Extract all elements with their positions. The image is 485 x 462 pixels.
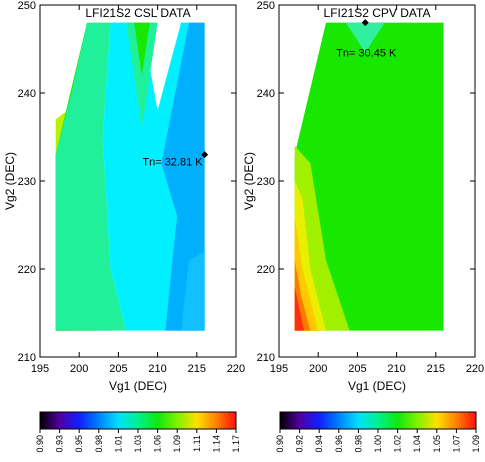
x-tick-label: 215	[427, 363, 445, 375]
colorbar-tick-label: 0.96	[334, 435, 344, 453]
y-axis-title: Vg2 (DEC)	[3, 152, 17, 210]
y-tick-label: 250	[18, 0, 36, 12]
contour-band-8	[134, 22, 150, 76]
colorbar-tick-label: 0.90	[275, 435, 285, 453]
y-axis-title: Vg2 (DEC)	[242, 152, 256, 210]
x-tick-label: 195	[270, 363, 288, 375]
colorbar-tick-label: 1.09	[471, 435, 481, 453]
colorbar-tick-label: 0.98	[353, 435, 363, 453]
plot-title: LFI21S2 CSL DATA	[85, 6, 190, 20]
colorbar-tick-label: 1.11	[192, 435, 202, 452]
contour-band-9	[161, 22, 205, 331]
y-tick-label: 230	[257, 176, 275, 188]
x-tick-label: 215	[188, 363, 206, 375]
colorbar-tick-label: 1.14	[211, 435, 221, 453]
tn-label: Tn= 30.45 K	[336, 48, 397, 60]
x-tick-label: 195	[31, 363, 49, 375]
minimum-marker	[361, 19, 369, 27]
x-tick-label: 205	[109, 363, 127, 375]
colorbar-ticks: 0.90 0.93 0.95 0.98 1.01 1.03 1.06 1.09 1.11 1.14…	[35, 429, 241, 453]
colorbar-tick-label: 1.07	[451, 435, 461, 453]
csl-colorbar: 0.90 0.93 0.95 0.98 1.01 1.03 1.06 1.09 1.11 1.14…	[35, 411, 241, 453]
colorbar-tick-label: 1.17	[231, 435, 241, 453]
cpv-contour-panel: LFI21S2 CPV DATA 195 200 205 210 215 220 210 22…	[242, 0, 484, 393]
y-tick-label: 220	[257, 264, 275, 276]
axis-ticks: 195 200 205 210 215 220 210 220 230 240 250	[18, 0, 246, 375]
tn-label: Tn= 32.81 K	[142, 157, 203, 169]
colorbar-tick-label: 1.04	[412, 435, 422, 453]
colorbar-tick-label: 1.09	[172, 435, 182, 453]
colorbar-gradient	[39, 411, 237, 430]
y-tick-label: 230	[18, 176, 36, 188]
contour-bands	[294, 22, 444, 331]
colorbar-tick-label: 1.00	[373, 435, 383, 453]
contour-band-6	[345, 22, 385, 54]
plot-title: LFI21S2 CPV DATA	[324, 6, 431, 20]
y-tick-label: 250	[257, 0, 275, 12]
tn-annotation: Tn= 30.45 K	[336, 19, 397, 60]
colorbar-tick-label: 0.95	[74, 435, 84, 453]
contour-bands	[55, 22, 205, 331]
y-tick-label: 210	[18, 352, 36, 364]
cpv-colorbar: 0.90 0.92 0.94 0.96 0.98 1.00 1.02 1.04 1.05 1.07…	[275, 411, 481, 453]
y-tick-label: 210	[257, 352, 275, 364]
tn-annotation: Tn= 32.81 K	[142, 151, 209, 169]
colorbar-tick-label: 1.06	[153, 435, 163, 453]
colorbar-tick-label: 1.05	[432, 435, 442, 453]
x-tick-label: 200	[309, 363, 327, 375]
x-axis-title: Vg1 (DEC)	[109, 379, 167, 393]
y-tick-label: 240	[18, 88, 36, 100]
colorbar-gradient	[279, 411, 477, 430]
contour-band-0	[294, 22, 444, 331]
x-axis-title: Vg1 (DEC)	[348, 379, 406, 393]
minimum-marker	[201, 151, 209, 159]
x-tick-label: 205	[348, 363, 366, 375]
colorbar-tick-label: 0.94	[314, 435, 324, 453]
x-tick-label: 210	[148, 363, 166, 375]
y-tick-label: 220	[18, 264, 36, 276]
axis-ticks: 195 200 205 210 215 220 210 220 230 240 250	[257, 0, 485, 375]
contour-band-5	[55, 22, 127, 331]
colorbar-tick-label: 1.01	[113, 435, 123, 453]
csl-contour-panel: LFI21S2 CSL DATA 195 200 205 210 215 220 210 22…	[3, 0, 245, 393]
x-tick-label: 210	[387, 363, 405, 375]
colorbar-tick-label: 1.02	[393, 435, 403, 453]
colorbar-tick-label: 0.98	[94, 435, 104, 453]
colorbar-tick-label: 0.93	[55, 435, 65, 453]
colorbar-tick-label: 0.90	[35, 435, 45, 453]
y-tick-label: 240	[257, 88, 275, 100]
x-tick-label: 220	[466, 363, 484, 375]
contour-band-5	[294, 286, 305, 331]
colorbar-tick-label: 0.92	[295, 435, 305, 453]
colorbar-tick-label: 1.03	[133, 435, 143, 453]
colorbar-ticks: 0.90 0.92 0.94 0.96 0.98 1.00 1.02 1.04 1.05 1.07…	[275, 429, 481, 453]
contour-band-10	[181, 251, 205, 331]
x-tick-label: 220	[227, 363, 245, 375]
x-tick-label: 200	[70, 363, 88, 375]
